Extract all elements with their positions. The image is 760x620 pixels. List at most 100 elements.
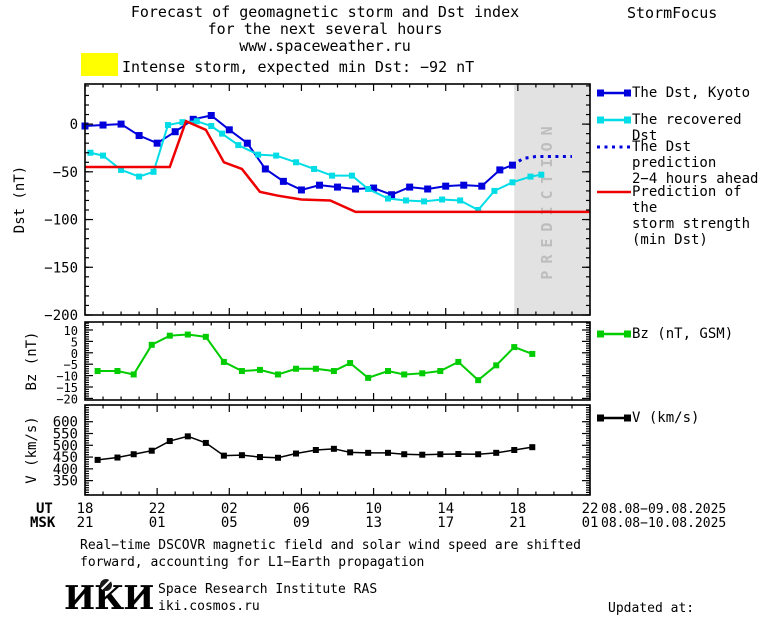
ut-tick-label: 18 — [77, 501, 94, 517]
ut-tick-label: 18 — [509, 501, 526, 517]
marker-the-recovered-dst — [87, 149, 94, 156]
marker-the-dst-kyoto — [370, 184, 378, 192]
marker-the-dst-kyoto — [189, 115, 197, 123]
bz-ytick-label: −20 — [56, 392, 78, 406]
institute-url: iki.cosmos.ru — [158, 599, 260, 614]
legend-label-line: Prediction of the — [632, 184, 742, 216]
marker-v-km-s — [529, 444, 536, 451]
updated-label: Updated at: — [608, 601, 695, 616]
legend-label: The recovered Dst — [632, 112, 742, 144]
marker-the-dst-kyoto — [279, 177, 287, 185]
marker-the-recovered-dst — [538, 171, 545, 178]
marker-the-recovered-dst — [208, 123, 215, 129]
dst-panel: PREDICTION 0 −50 −100 −150 −200 Dst (nT) — [12, 83, 591, 324]
marker-bz-nt-gsm — [256, 366, 263, 373]
marker-bz-nt-gsm — [184, 331, 191, 338]
marker-bz-nt-gsm — [511, 344, 518, 351]
marker-the-recovered-dst — [365, 186, 372, 192]
legend-label: Bz (nT, GSM) — [632, 326, 734, 342]
marker-bz-nt-gsm — [475, 377, 482, 384]
marker-v-km-s — [274, 454, 281, 461]
marker-the-dst-kyoto — [207, 112, 215, 119]
marker-the-dst-kyoto — [406, 183, 414, 191]
marker-v-km-s — [256, 454, 263, 461]
msk-tick-label: 13 — [365, 515, 382, 531]
marker-v-km-s — [166, 438, 173, 445]
marker-the-dst-kyoto — [496, 166, 504, 174]
bz-ytick-label: −5 — [64, 358, 78, 372]
dst-ytick-label: −100 — [44, 213, 78, 229]
v-ytick-label: 550 — [53, 427, 78, 443]
marker-the-dst-kyoto — [478, 182, 486, 190]
bz-ytick-label: 5 — [71, 335, 78, 349]
msk-date-range: 08.08−10.08.2025 — [601, 516, 726, 531]
ut-tick-label: 22 — [149, 501, 166, 517]
marker-the-recovered-dst — [403, 197, 410, 204]
marker-v-km-s — [385, 449, 391, 456]
v-ytick-label: 600 — [53, 415, 78, 431]
marker-the-dst-kyoto — [117, 120, 125, 128]
marker-bz-nt-gsm — [401, 371, 408, 378]
v-ylabel: V (km/s) — [24, 416, 40, 483]
msk-row-label: MSK — [30, 515, 56, 531]
x-axis-msk-row: MSK 21 01 05 09 13 17 21 01 08.08−10.08.2025 — [30, 515, 726, 531]
bz-ytick-label: 10 — [64, 324, 78, 338]
legend-item-v: V (km/s) — [597, 410, 699, 428]
marker-v-km-s — [437, 451, 444, 458]
marker-the-recovered-dst — [193, 118, 200, 125]
legend-label-line: 2−4 hours ahead — [632, 171, 759, 187]
marker-the-dst-kyoto — [315, 181, 323, 189]
marker-the-recovered-dst — [348, 172, 355, 179]
ut-tick-label: 02 — [221, 501, 238, 517]
series-bz-nt-gsm — [97, 333, 533, 382]
brand-label: StormFocus — [627, 4, 718, 22]
dst-ytick-label: −50 — [53, 165, 78, 181]
bz-swatch-icon — [597, 328, 631, 344]
ut-tick-label: 06 — [293, 501, 310, 517]
marker-v-km-s — [94, 456, 101, 463]
marker-v-km-s — [184, 433, 191, 440]
marker-bz-nt-gsm — [148, 341, 155, 348]
v-ytick-label: 450 — [53, 450, 78, 466]
footnote: Real−time DSCOVR magnetic field and sola… — [80, 537, 581, 571]
marker-v-km-s — [330, 445, 337, 452]
marker-the-recovered-dst — [273, 152, 280, 159]
marker-v-km-s — [365, 449, 372, 456]
bz-ytick-label: 0 — [71, 347, 78, 361]
marker-the-dst-kyoto — [135, 132, 143, 140]
series-the-recovered-dst — [90, 120, 542, 212]
marker-the-recovered-dst — [475, 207, 482, 213]
marker-bz-nt-gsm — [94, 368, 101, 375]
marker-the-recovered-dst — [385, 195, 391, 202]
dst-kyoto-swatch-icon — [597, 87, 631, 103]
marker-the-recovered-dst — [421, 198, 428, 205]
marker-v-km-s — [401, 451, 408, 458]
legend-item-dst-prediction: The Dst prediction 2−4 hours ahead — [597, 139, 760, 187]
marker-bz-nt-gsm — [130, 371, 137, 378]
marker-bz-nt-gsm — [330, 368, 337, 375]
storm-warning-text: Intense storm, expected min Dst: −92 nT — [122, 58, 475, 76]
marker-the-recovered-dst — [457, 197, 464, 204]
marker-the-dst-kyoto — [352, 185, 360, 193]
dst-ytick-label: −150 — [44, 260, 78, 276]
marker-bz-nt-gsm — [385, 368, 391, 375]
marker-bz-nt-gsm — [202, 333, 209, 340]
legend-label-line: (min Dst) — [632, 232, 708, 248]
prediction-band — [514, 84, 590, 315]
marker-v-km-s — [347, 449, 354, 456]
msk-tick-label: 09 — [293, 515, 310, 531]
marker-v-km-s — [220, 452, 227, 459]
marker-bz-nt-gsm — [529, 350, 536, 357]
marker-the-recovered-dst — [179, 119, 186, 126]
legend-label-line: storm strength — [632, 216, 751, 232]
v-ytick-label: 500 — [53, 438, 78, 454]
legend-label: The Dst, Kyoto — [632, 85, 751, 101]
marker-v-km-s — [202, 439, 209, 446]
recovered-dst-swatch-icon — [597, 114, 631, 130]
antenna-dish-icon — [100, 579, 112, 591]
ut-row-label: UT — [36, 501, 53, 517]
marker-v-km-s — [293, 450, 300, 457]
marker-bz-nt-gsm — [419, 370, 426, 377]
